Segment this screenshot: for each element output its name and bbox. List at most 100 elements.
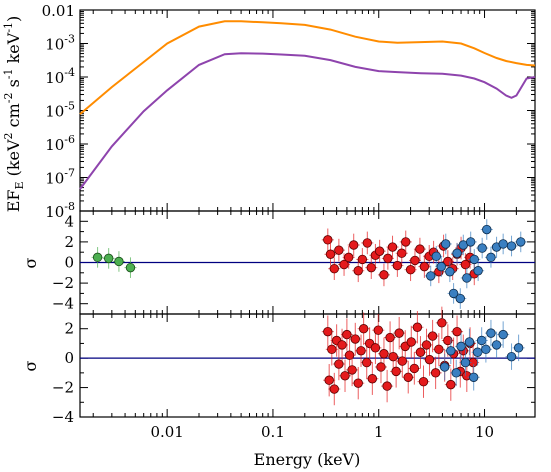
residuals-2-y-label: σ xyxy=(21,360,40,371)
residuals-panel-2: 2 0 −2 −4 0.01 0.1 1 10 xyxy=(52,306,536,441)
data-point xyxy=(482,224,492,235)
data-point xyxy=(430,368,441,378)
model-curve-orange xyxy=(79,20,536,115)
data-point xyxy=(468,372,479,382)
y-tick-label: 4 xyxy=(64,212,74,230)
data-point xyxy=(387,242,398,252)
spectrum-panel: 0.01 10-3 10-4 10-5 10-6 10-7 10-8 xyxy=(42,2,536,221)
data-point xyxy=(388,351,398,362)
data-point xyxy=(460,357,471,368)
data-point xyxy=(455,293,465,304)
data-point xyxy=(506,241,517,251)
panel-0-frame xyxy=(79,9,536,212)
data-point xyxy=(418,376,429,387)
y-tick-label: 10-3 xyxy=(45,33,75,54)
data-point xyxy=(448,288,459,299)
data-point xyxy=(506,351,517,362)
data-point xyxy=(401,237,411,247)
y-tick-label: 2 xyxy=(64,233,74,251)
data-point xyxy=(397,248,407,258)
data-point xyxy=(424,354,435,365)
data-point xyxy=(437,318,447,328)
data-point xyxy=(415,347,426,357)
data-point xyxy=(370,343,381,353)
data-point xyxy=(374,246,385,256)
data-point xyxy=(340,371,350,381)
data-point xyxy=(473,266,483,276)
x-tick-label: 0.01 xyxy=(150,423,183,441)
data-point xyxy=(403,372,413,382)
y-tick-label: 10-4 xyxy=(45,66,75,87)
data-point xyxy=(337,340,347,350)
data-point xyxy=(498,239,508,249)
data-point xyxy=(356,346,366,356)
data-point xyxy=(362,357,372,368)
data-point xyxy=(409,363,420,374)
x-tick-label: 1 xyxy=(374,423,384,441)
data-point xyxy=(469,254,479,265)
data-point xyxy=(465,237,476,247)
data-point xyxy=(419,261,430,272)
data-point xyxy=(353,378,363,388)
data-point xyxy=(367,374,378,384)
data-point xyxy=(462,273,472,283)
y-tick-label: −2 xyxy=(52,274,74,292)
data-point xyxy=(347,365,357,375)
data-point xyxy=(415,244,425,254)
axis-labels: EFE (keV2 cm-2 s-1 keV-1) σ σ Energy (ke… xyxy=(2,16,360,469)
data-point xyxy=(421,340,432,350)
panel-2-frame xyxy=(79,313,536,418)
data-point xyxy=(114,256,124,267)
data-point xyxy=(323,235,333,245)
y-tick-label: 10-5 xyxy=(45,100,75,121)
data-point xyxy=(441,239,451,249)
data-point xyxy=(325,249,336,259)
data-point xyxy=(391,366,401,377)
data-point xyxy=(350,334,360,344)
spectrum-y-label: EFE (keV2 cm-2 s-1 keV-1) xyxy=(2,16,26,213)
data-point xyxy=(452,326,462,337)
data-point xyxy=(379,349,389,359)
model-curve-purple xyxy=(79,52,536,190)
data-point xyxy=(382,381,392,391)
data-point xyxy=(125,262,136,273)
data-point xyxy=(446,346,456,356)
data-point xyxy=(439,362,450,372)
data-point xyxy=(405,265,416,275)
x-tick-label: 10 xyxy=(475,423,494,441)
data-point xyxy=(392,260,403,271)
data-point xyxy=(513,343,524,353)
data-point xyxy=(342,329,352,340)
data-point xyxy=(373,325,383,335)
data-point xyxy=(406,337,416,347)
data-point xyxy=(426,271,436,281)
data-point xyxy=(445,267,455,277)
data-point xyxy=(358,324,369,334)
y-tick-label: 0 xyxy=(64,349,74,367)
data-point xyxy=(329,384,339,394)
data-point xyxy=(434,344,444,355)
data-point xyxy=(394,328,404,338)
y-tick-label: 10-6 xyxy=(45,133,75,154)
data-point xyxy=(385,332,395,343)
data-point xyxy=(443,335,453,346)
data-point xyxy=(334,245,344,255)
y-tick-label: 2 xyxy=(64,320,74,338)
data-point xyxy=(349,240,359,250)
data-point xyxy=(323,326,333,337)
data-point xyxy=(353,266,363,276)
data-point xyxy=(427,331,438,341)
data-point xyxy=(436,261,446,272)
data-point xyxy=(343,252,354,263)
y-tick-label: 10-8 xyxy=(45,200,75,221)
data-point xyxy=(446,379,456,390)
data-point xyxy=(452,248,462,258)
data-point xyxy=(451,368,461,378)
data-point xyxy=(324,375,334,385)
data-point xyxy=(486,252,496,263)
y-tick-label: −4 xyxy=(52,295,74,313)
data-point xyxy=(456,341,466,352)
y-tick-label: −4 xyxy=(52,408,74,426)
data-point xyxy=(362,238,373,248)
data-point xyxy=(379,270,389,280)
